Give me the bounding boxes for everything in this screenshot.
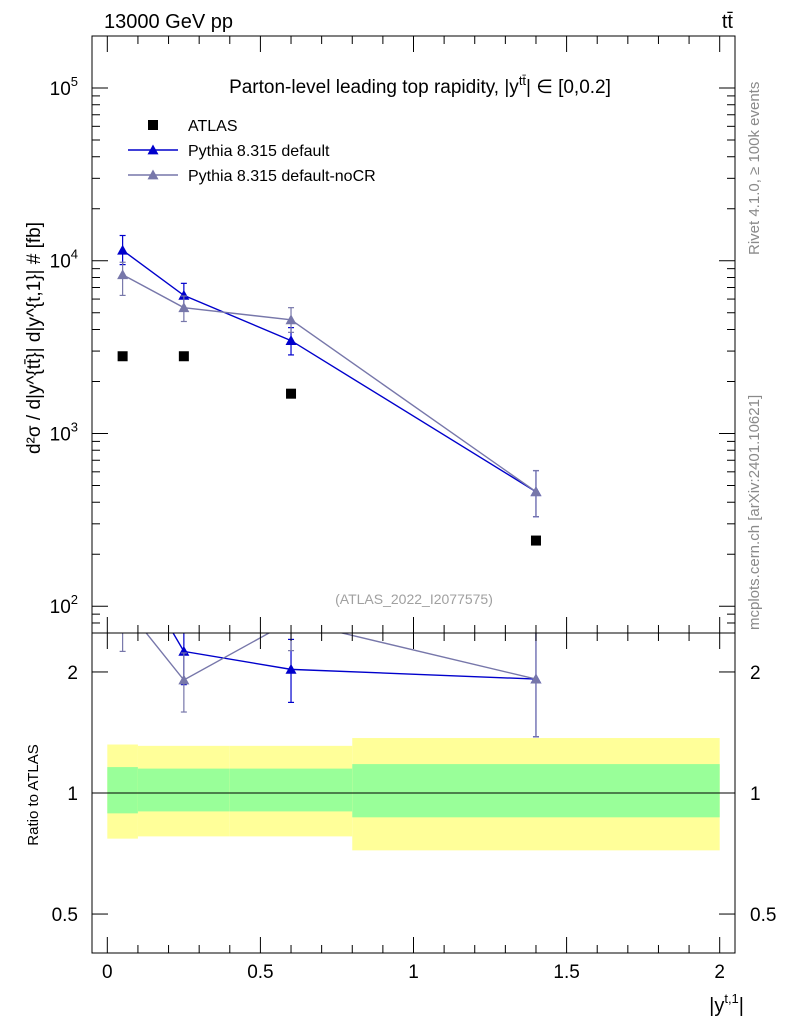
legend-entry: Pythia 8.315 default-noCR	[128, 168, 376, 185]
ratio-series-1-error-bar	[532, 633, 539, 738]
series-2-point	[285, 314, 297, 325]
legend-entry: Pythia 8.315 default	[128, 143, 330, 160]
atlas-data-point	[178, 351, 189, 362]
main-panel: 102 103 104 105 Parton-level leading top ra…	[24, 35, 736, 634]
ratio-y-tick-label: 1	[67, 784, 78, 805]
legend-label: Pythia 8.315 default	[188, 143, 330, 160]
legend-label: ATLAS	[188, 118, 238, 135]
ratio-series-0-point	[117, 541, 128, 551]
ratio-y-tick-label: 2	[67, 663, 78, 684]
watermark: (ATLAS_2022_I2077575)	[335, 591, 493, 607]
legend-marker	[147, 169, 159, 180]
ratio-y-tick-label-right: 1	[750, 784, 761, 805]
series-2-point	[530, 486, 542, 497]
ratio-series-1-error-bar	[288, 633, 295, 652]
ratio-series-1-point	[530, 673, 542, 684]
ratio-series-0-line	[172, 633, 537, 680]
x-tick-label: 1	[408, 962, 419, 983]
ratio-band-inner	[107, 767, 138, 814]
ratio-y-tick-label-right: 0.5	[750, 905, 776, 926]
series-1-point	[285, 335, 297, 345]
x-tick-label: 0	[102, 962, 113, 983]
x-tick-label: 1.5	[553, 962, 579, 983]
mcplots-label: mcplots.cern.ch [arXiv:2401.10621]	[746, 395, 763, 630]
ratio-series-0-point	[285, 663, 297, 674]
series-1-line	[122, 249, 537, 493]
main-axes: 102 103 104 105	[50, 35, 735, 634]
legend-entry: ATLAS	[148, 118, 238, 135]
atlas-data-point	[117, 351, 128, 362]
series-1-point	[117, 244, 129, 255]
ratio-y-tick-label: 0.5	[52, 905, 78, 926]
x-tick-label: 0.5	[247, 962, 273, 983]
x-axis: 0 0.5 1 1.5 2	[102, 633, 725, 983]
ratio-series-1-point	[178, 674, 190, 685]
atlas-data-point	[530, 535, 541, 546]
ratio-band-inner	[137, 768, 230, 812]
ratio-series-1-line	[145, 633, 537, 681]
ratio-series-0-error-bar	[120, 512, 126, 579]
rivet-label: Rivet 4.1.0, ≥ 100k events	[746, 82, 763, 255]
y-axis-label: d²σ / d|y^{tt̄}| d|y^{t,1}| # [fb]	[24, 222, 45, 454]
ratio-band-inner	[229, 768, 353, 812]
series-2-line	[122, 274, 537, 493]
ratio-y-axis-label: Ratio to ATLAS	[25, 744, 42, 845]
ratio-axes: 0.5 0.5 1 1 2 2	[52, 663, 777, 926]
ratio-data-layer	[92, 512, 735, 851]
ratio-band-inner	[352, 764, 720, 818]
legend-marker	[148, 120, 158, 130]
ratio-series-1-point	[286, 615, 297, 625]
legend-marker	[147, 144, 159, 155]
process-label: tt̄	[722, 11, 734, 33]
ratio-series-1-error-bar	[119, 633, 126, 652]
series-2-point	[117, 269, 129, 280]
legend-label: Pythia 8.315 default-noCR	[188, 168, 376, 185]
y-tick-label: 102	[50, 592, 78, 618]
energy-label: 13000 GeV pp	[104, 11, 233, 33]
chart-title: Parton-level leading top rapidity, |ytt̄…	[229, 73, 611, 98]
y-tick-label: 104	[50, 247, 78, 273]
y-tick-label: 103	[50, 419, 78, 445]
series-1-point	[178, 289, 190, 300]
x-axis-label: |yt,1|	[709, 991, 744, 1017]
ratio-panel: 0.5 0.5 1 1 2 2 Ratio to ATLAS	[25, 512, 777, 954]
ratio-series-1-point	[117, 598, 128, 608]
x-tick-label: 2	[714, 962, 725, 983]
ratio-y-tick-label-right: 2	[750, 663, 761, 684]
atlas-data-point	[286, 388, 297, 399]
series-2-point	[178, 302, 190, 313]
y-tick-label: 105	[50, 74, 78, 100]
main-data-layer	[117, 234, 542, 546]
legend: ATLAS Pythia 8.315 default Pythia 8.315 de…	[128, 118, 376, 185]
